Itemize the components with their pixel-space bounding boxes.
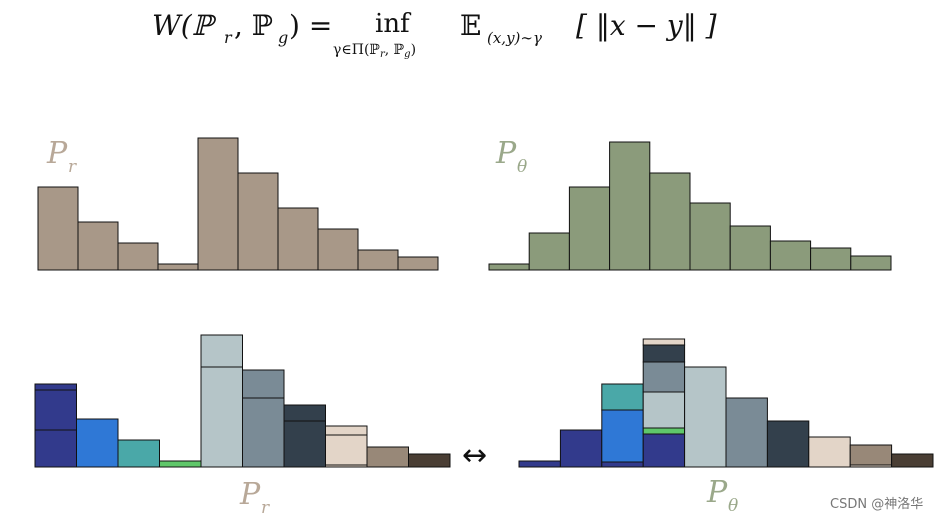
p-r-bar-2 bbox=[77, 221, 119, 271]
p-r-bar-6 bbox=[237, 172, 279, 271]
label-bottom-right: P θ bbox=[706, 475, 738, 516]
p-r-bar-5 bbox=[197, 137, 239, 271]
wasserstein-formula: W(ℙ r , ℙ g ) = inf γ∈Π(ℙr, ℙg) 𝔼 (x,y)∼… bbox=[152, 9, 717, 60]
transport-left-bar-3-seg-1 bbox=[117, 439, 160, 468]
p-r-bar-1 bbox=[37, 186, 79, 271]
label-top-left-sub: r bbox=[68, 157, 77, 177]
formula-expectation: 𝔼 bbox=[460, 9, 481, 42]
formula-bracket-term: [ ‖x − y‖ ] bbox=[576, 9, 717, 42]
formula-comma: , ℙ bbox=[234, 9, 273, 42]
p-theta-bar-1 bbox=[488, 263, 530, 271]
p-theta-bar-5 bbox=[649, 172, 691, 271]
transport-left-bar-7-seg-1 bbox=[283, 420, 326, 468]
p-r-bar-4 bbox=[157, 263, 199, 271]
p-theta-bar-2 bbox=[528, 232, 570, 271]
transport-left-bar-8-seg-3 bbox=[325, 425, 368, 436]
label-bottom-right-main: P bbox=[706, 475, 728, 510]
p-r-bar-9 bbox=[357, 249, 399, 271]
double-arrow-icon: ↔ bbox=[462, 438, 487, 473]
transport-right-bar-3-seg-1 bbox=[601, 461, 644, 468]
p-theta-bar-10 bbox=[850, 255, 892, 271]
transport-right-bar-8-seg-1 bbox=[808, 436, 851, 468]
transport-right-bar-2-seg-1 bbox=[559, 429, 603, 468]
p-theta-bar-9 bbox=[810, 247, 852, 271]
transport-left-bar-10-seg-1 bbox=[408, 453, 451, 468]
transport-left-bar-2-seg-1 bbox=[76, 418, 119, 468]
label-top-left: P r bbox=[46, 136, 77, 177]
transport-right-bar-6-seg-1 bbox=[725, 397, 768, 468]
transport-right-bar-4-seg-5 bbox=[642, 344, 686, 363]
transport-right-bar-3-seg-2 bbox=[601, 409, 644, 463]
transport-histogram-p-r bbox=[34, 334, 451, 468]
p-theta-bar-3 bbox=[568, 186, 611, 271]
transport-left-bar-6-seg-1 bbox=[242, 397, 285, 468]
p-theta-bar-8 bbox=[769, 240, 812, 271]
transport-right-bar-10-seg-1 bbox=[891, 453, 934, 468]
p-r-bar-8 bbox=[317, 228, 359, 271]
formula-inf: inf bbox=[375, 9, 412, 39]
histogram-p-r bbox=[37, 137, 439, 271]
label-top-right-sub: θ bbox=[517, 157, 527, 177]
label-bottom-left-main: P bbox=[239, 477, 261, 512]
watermark: CSDN @神洛华 bbox=[830, 497, 923, 512]
label-bottom-left: P r bbox=[239, 477, 270, 518]
p-r-bar-10 bbox=[397, 256, 439, 271]
transport-left-bar-9-seg-1 bbox=[366, 446, 409, 468]
formula-equals: ) = bbox=[289, 9, 332, 42]
label-top-right-main: P bbox=[495, 136, 517, 171]
transport-left-bar-1-seg-3 bbox=[34, 383, 77, 391]
transport-right-bar-4-seg-1 bbox=[642, 433, 686, 468]
transport-left-bar-6-seg-2 bbox=[242, 369, 285, 399]
transport-left-bar-7-seg-2 bbox=[283, 404, 326, 422]
transport-histogram-p-theta bbox=[518, 338, 934, 468]
transport-left-bar-1-seg-2 bbox=[34, 389, 77, 431]
transport-right-bar-4-seg-4 bbox=[642, 361, 686, 393]
p-r-bar-3 bbox=[117, 242, 159, 271]
label-top-right: P θ bbox=[495, 136, 527, 177]
transport-right-bar-5-seg-1 bbox=[684, 366, 727, 468]
label-bottom-left-sub: r bbox=[261, 498, 270, 518]
p-theta-bar-4 bbox=[609, 141, 651, 271]
transport-left-bar-5-seg-1 bbox=[200, 366, 243, 468]
transport-right-bar-4-seg-6 bbox=[642, 338, 686, 346]
formula-expectation-sub: (x,y)∼γ bbox=[487, 29, 542, 47]
transport-right-bar-7-seg-1 bbox=[766, 420, 810, 468]
formula-lhs: W(ℙ bbox=[152, 9, 217, 42]
p-theta-bar-7 bbox=[729, 225, 771, 271]
transport-right-bar-1-seg-1 bbox=[518, 460, 561, 468]
transport-left-bar-4-seg-1 bbox=[159, 460, 202, 468]
label-top-left-main: P bbox=[46, 136, 68, 171]
p-r-bar-7 bbox=[277, 207, 319, 271]
histogram-p-theta bbox=[488, 141, 892, 271]
transport-left-bar-8-seg-2 bbox=[325, 434, 368, 466]
formula-g-sub: g bbox=[278, 28, 288, 47]
formula-inf-sub: γ∈Π(ℙr, ℙg) bbox=[333, 42, 416, 60]
label-bottom-right-sub: θ bbox=[728, 496, 738, 516]
transport-left-bar-5-seg-2 bbox=[200, 334, 243, 368]
p-theta-bar-6 bbox=[689, 202, 731, 271]
transport-right-bar-4-seg-3 bbox=[642, 391, 686, 429]
transport-right-bar-3-seg-3 bbox=[601, 383, 644, 411]
formula-r-sub: r bbox=[224, 28, 233, 47]
transport-right-bar-9-seg-2 bbox=[849, 444, 893, 466]
transport-left-bar-1-seg-1 bbox=[34, 429, 77, 468]
transport-right-bar-4-seg-2 bbox=[642, 427, 686, 435]
